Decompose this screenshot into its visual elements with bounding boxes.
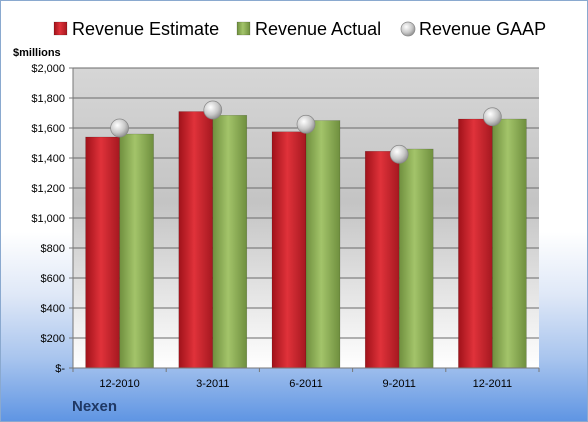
y-tick-label: $1,400 — [31, 153, 65, 165]
bar-revenue-actual — [212, 115, 248, 369]
legend-label: Revenue Actual — [255, 19, 381, 39]
bar-revenue-actual — [119, 133, 154, 369]
y-tick-label: $1,600 — [31, 123, 65, 135]
y-tick-label: $1,200 — [31, 183, 65, 195]
x-tick-label: 12-2011 — [473, 378, 513, 390]
y-unit-label: $millions — [13, 47, 61, 59]
y-tick-label: $600 — [41, 273, 65, 285]
x-tick-label: 6-2011 — [289, 378, 322, 390]
y-tick-label: $2,000 — [31, 63, 65, 75]
y-tick-label: $800 — [41, 243, 65, 255]
x-axis: 12-2010 3-2011 6-2011 9-2011 12-2011 — [72, 367, 540, 390]
x-tick-label: 3-2011 — [196, 378, 229, 390]
y-axis: $- $200 $400 $600 $800 $1,000 $1,200 $1,400 $1,6… — [31, 63, 74, 375]
gaap-points — [110, 100, 502, 164]
legend-swatch — [236, 21, 251, 36]
company-name: Nexen — [72, 398, 118, 415]
point-revenue-gaap — [203, 100, 223, 120]
legend: Revenue Estimate Revenue Actual Revenue GA… — [53, 19, 546, 39]
legend-label: Revenue Estimate — [72, 19, 219, 39]
point-revenue-gaap — [110, 118, 129, 138]
bar-revenue-actual — [398, 148, 434, 369]
bars — [85, 111, 527, 369]
point-revenue-gaap — [483, 107, 502, 127]
bar-revenue-actual — [305, 120, 341, 369]
y-tick-label: $1,000 — [31, 213, 65, 225]
x-tick-label: 12-2010 — [99, 378, 139, 390]
bar-revenue-estimate — [271, 131, 307, 369]
legend-swatch — [400, 21, 416, 37]
bar-revenue-estimate — [178, 111, 214, 369]
x-tick-label: 9-2011 — [382, 378, 415, 390]
legend-label: Revenue GAAP — [419, 19, 546, 39]
bar-revenue-estimate — [458, 118, 493, 369]
y-tick-label: $1,800 — [31, 93, 65, 105]
y-tick-label: $- — [55, 363, 65, 375]
bar-revenue-estimate — [364, 151, 400, 369]
legend-swatch — [53, 21, 68, 36]
point-revenue-gaap — [296, 114, 316, 134]
point-revenue-gaap — [389, 144, 409, 164]
y-tick-label: $400 — [41, 303, 65, 315]
bar-revenue-actual — [492, 118, 527, 369]
bar-revenue-estimate — [85, 136, 120, 369]
y-tick-label: $200 — [41, 333, 65, 345]
